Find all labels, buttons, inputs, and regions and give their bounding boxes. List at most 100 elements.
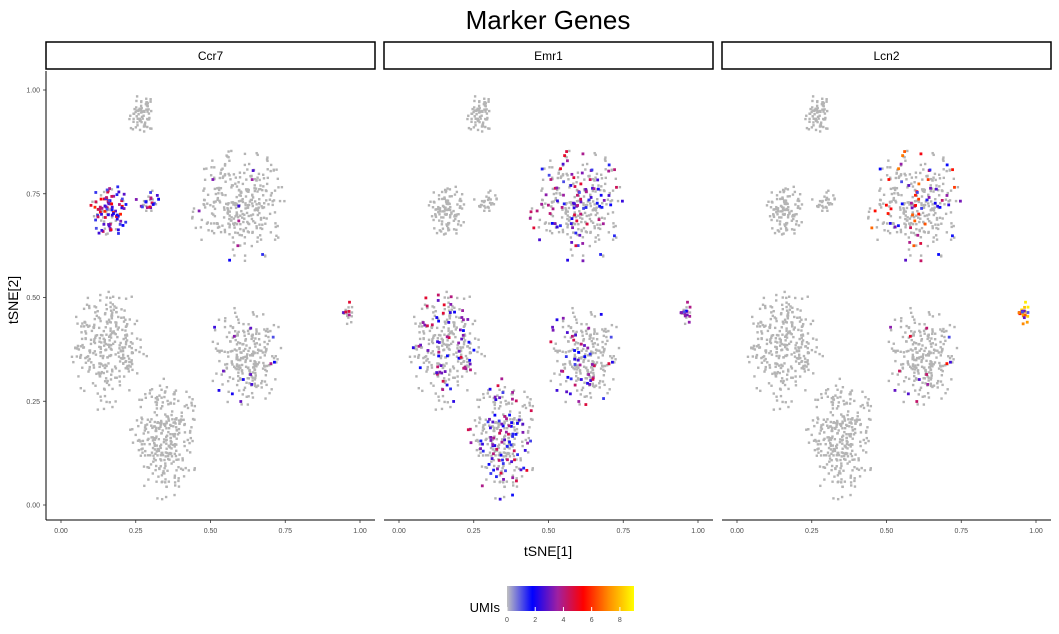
data-point (470, 112, 474, 115)
data-point (114, 367, 118, 370)
data-point (867, 417, 871, 421)
data-point (509, 443, 513, 447)
data-point (496, 384, 500, 388)
data-point (549, 159, 552, 162)
data-point (775, 347, 779, 350)
data-point (824, 205, 828, 209)
data-point (835, 446, 838, 450)
data-point (832, 497, 835, 500)
data-point (596, 187, 600, 191)
data-point (253, 364, 257, 368)
data-point (273, 238, 277, 241)
data-point (253, 200, 257, 203)
data-point (476, 107, 479, 110)
data-point (594, 190, 597, 193)
data-point (930, 187, 934, 190)
data-point (243, 213, 246, 216)
data-point (453, 306, 456, 309)
data-point (173, 391, 176, 394)
data-point (489, 446, 493, 450)
data-point (265, 189, 268, 193)
data-point (602, 334, 606, 338)
data-point (900, 202, 904, 206)
data-point (902, 379, 906, 383)
data-point (259, 184, 262, 187)
data-point (253, 189, 257, 193)
data-point (132, 117, 135, 121)
data-point (839, 472, 842, 475)
data-point (436, 293, 440, 297)
data-point (573, 185, 577, 188)
data-point (213, 177, 216, 181)
data-point (840, 495, 844, 499)
data-point (250, 217, 254, 221)
data-point (905, 206, 909, 210)
data-point (915, 199, 918, 203)
data-point (758, 346, 761, 349)
data-point (1022, 309, 1026, 313)
data-point (788, 195, 791, 198)
data-point (501, 467, 504, 470)
data-point (475, 424, 478, 428)
data-point (764, 306, 767, 310)
data-point (245, 357, 249, 360)
data-point (850, 422, 853, 425)
data-point (784, 401, 787, 404)
data-point (130, 332, 134, 335)
data-point (592, 364, 596, 368)
data-point (521, 422, 525, 426)
data-point (884, 203, 888, 207)
data-point (164, 390, 167, 393)
data-point (510, 460, 514, 464)
data-point (77, 375, 80, 378)
data-point (235, 367, 238, 371)
data-point (497, 465, 500, 468)
data-point (244, 355, 247, 359)
data-point (247, 203, 251, 207)
data-point (455, 190, 459, 194)
data-point (778, 407, 782, 411)
data-point (175, 437, 178, 440)
data-point (429, 382, 433, 385)
data-point (937, 188, 940, 192)
data-point (779, 197, 782, 201)
data-point (844, 452, 848, 456)
data-point (579, 342, 583, 346)
data-point (575, 379, 578, 382)
data-point (248, 382, 251, 385)
data-point (516, 453, 519, 457)
data-point (591, 377, 595, 381)
data-point (911, 195, 914, 199)
data-point (908, 222, 911, 225)
data-point (233, 348, 237, 351)
data-point (879, 206, 883, 209)
data-point (601, 380, 605, 383)
data-point (922, 329, 926, 333)
data-point (598, 204, 602, 208)
data-point (917, 212, 921, 216)
data-point (826, 436, 829, 439)
data-point (124, 360, 127, 364)
data-point (586, 369, 589, 372)
data-point (481, 449, 485, 453)
panel-strip (383, 41, 714, 70)
data-point (574, 215, 578, 219)
data-point (444, 356, 447, 359)
data-point (415, 348, 419, 351)
data-point (580, 388, 584, 392)
data-point (103, 227, 107, 230)
data-point (908, 201, 911, 205)
data-point (806, 346, 809, 350)
data-point (149, 127, 152, 130)
data-point (566, 226, 569, 229)
data-point (555, 388, 559, 392)
data-point (768, 363, 771, 367)
data-point (851, 437, 854, 440)
data-point (239, 227, 242, 231)
data-point (566, 233, 569, 236)
data-point (103, 216, 107, 219)
data-point (111, 295, 115, 298)
data-point (209, 203, 212, 207)
data-point (907, 184, 911, 187)
data-point (481, 109, 484, 113)
